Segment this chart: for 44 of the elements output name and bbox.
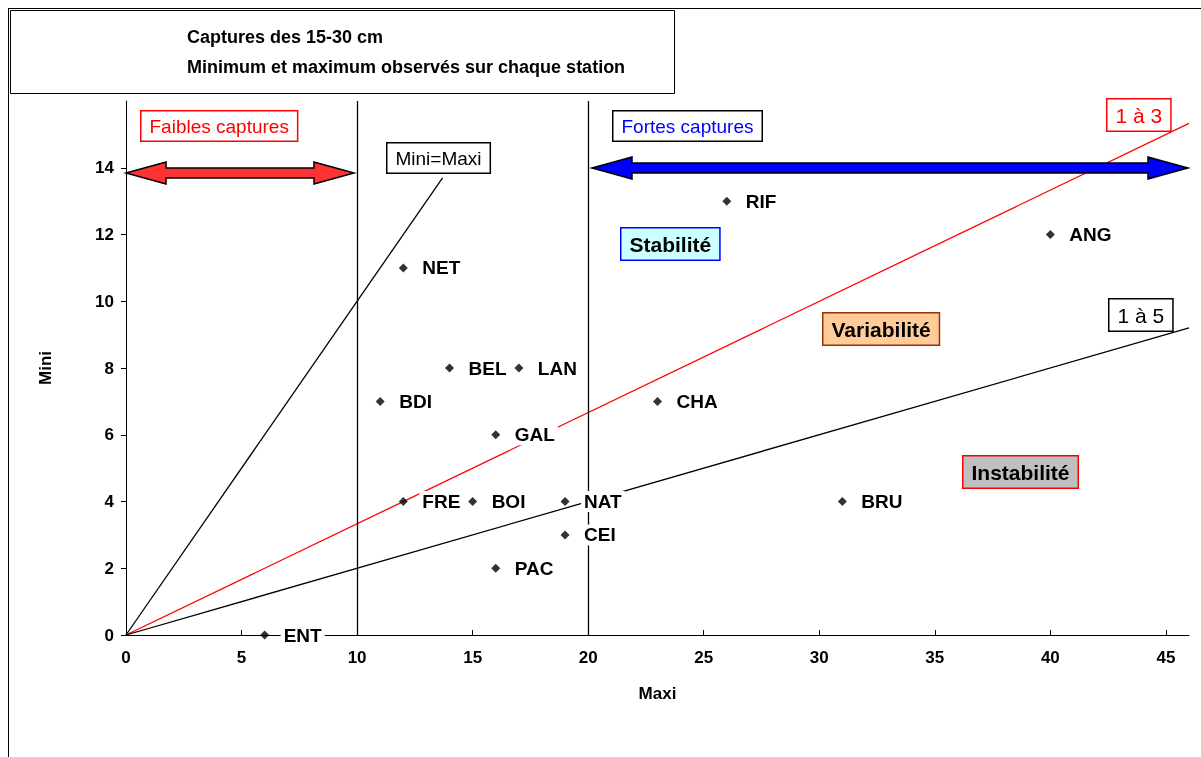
annotation: Faibles captures — [149, 115, 289, 137]
annotation: PAC — [514, 557, 554, 579]
x-tick-label: 45 — [1156, 648, 1176, 667]
annotation: 1 à 5 — [1117, 303, 1165, 327]
x-tick-label: 0 — [121, 648, 131, 667]
y-tick-label: 6 — [104, 425, 114, 445]
x-tick-label: 20 — [578, 648, 598, 667]
annotation: 1 à 3 — [1115, 103, 1163, 127]
x-tick-label: 40 — [1040, 648, 1060, 667]
annotation: NAT — [584, 491, 623, 512]
y-tick-label: 2 — [104, 558, 114, 578]
annotation: CEI — [584, 524, 616, 546]
y-tick-label: 12 — [95, 225, 114, 244]
annotation: Mini=Maxi — [395, 147, 482, 169]
annotation: Variabilité — [831, 317, 931, 341]
annotation: LAN — [537, 357, 577, 379]
x-tick-label: 30 — [809, 648, 829, 667]
annotation: FRE — [422, 491, 461, 512]
annotation: RIF — [745, 190, 777, 212]
x-tick-label: 10 — [347, 648, 367, 667]
annotation: BOI — [491, 491, 526, 512]
annotation: Fortes captures — [621, 115, 754, 137]
x-tick-label: 35 — [925, 648, 945, 667]
annotation: ANG — [1069, 224, 1112, 245]
y-tick-label: 0 — [104, 625, 114, 645]
y-tick-label: 8 — [104, 358, 114, 378]
annotation: Instabilité — [971, 460, 1070, 484]
x-tick-label: 15 — [463, 648, 483, 667]
y-tick-label: 10 — [95, 291, 114, 311]
annotation: GAL — [514, 424, 556, 446]
y-tick-label: 14 — [95, 158, 115, 178]
annotation: BEL — [468, 357, 507, 379]
annotation: BDI — [399, 390, 432, 412]
annotation: NET — [422, 257, 461, 279]
annotation: Stabilité — [629, 232, 712, 256]
x-tick-label: 5 — [236, 648, 247, 667]
x-axis-title: Maxi — [638, 684, 677, 703]
chart-title: Captures des 15-30 cm Minimum et maximum observés sur chaque station — [187, 27, 626, 77]
y-tick-label: 4 — [104, 492, 115, 511]
x-tick-label: 25 — [694, 648, 714, 667]
annotation: BRU — [861, 491, 903, 512]
annotation: ENT — [283, 624, 323, 646]
annotation: CHA — [676, 390, 718, 412]
y-axis-title: Mini — [36, 351, 55, 385]
